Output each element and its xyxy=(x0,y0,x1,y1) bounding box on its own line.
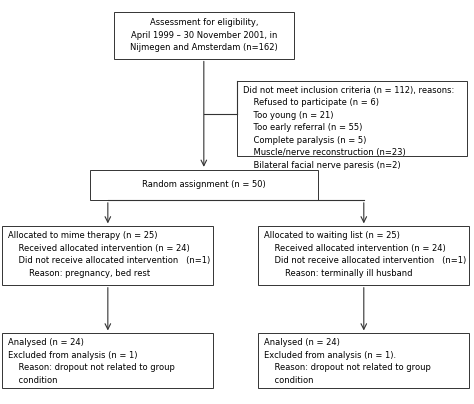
Text: Allocated to waiting list (n = 25)
    Received allocated intervention (n = 24)
: Allocated to waiting list (n = 25) Recei… xyxy=(264,231,466,278)
FancyBboxPatch shape xyxy=(258,333,469,388)
FancyBboxPatch shape xyxy=(2,226,213,285)
FancyBboxPatch shape xyxy=(90,170,318,200)
FancyBboxPatch shape xyxy=(258,226,469,285)
Text: Analysed (n = 24)
Excluded from analysis (n = 1).
    Reason: dropout not relate: Analysed (n = 24) Excluded from analysis… xyxy=(264,338,431,385)
FancyBboxPatch shape xyxy=(2,333,213,388)
FancyBboxPatch shape xyxy=(114,12,294,59)
Text: Assessment for eligibility,
April 1999 – 30 November 2001, in
Nijmegen and Amste: Assessment for eligibility, April 1999 –… xyxy=(130,18,278,53)
Text: Allocated to mime therapy (n = 25)
    Received allocated intervention (n = 24)
: Allocated to mime therapy (n = 25) Recei… xyxy=(8,231,210,278)
FancyBboxPatch shape xyxy=(237,81,467,156)
Text: Analysed (n = 24)
Excluded from analysis (n = 1)
    Reason: dropout not related: Analysed (n = 24) Excluded from analysis… xyxy=(8,338,175,385)
Text: Did not meet inclusion criteria (n = 112), reasons:
    Refused to participate (: Did not meet inclusion criteria (n = 112… xyxy=(243,86,454,170)
Text: Random assignment (n = 50): Random assignment (n = 50) xyxy=(142,180,266,189)
